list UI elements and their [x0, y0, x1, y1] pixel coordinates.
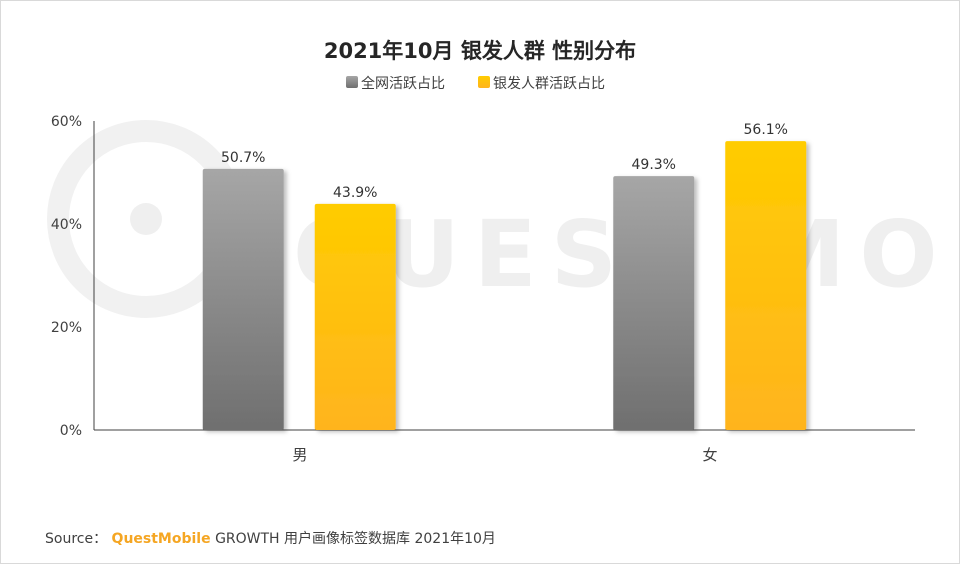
y-tick-label: 20%	[51, 320, 82, 336]
legend-swatch-1	[478, 76, 490, 88]
legend: 全网活跃占比 银发人群活跃占比	[346, 75, 605, 92]
source-text: GROWTH 用户画像标签数据库 2021年10月	[215, 531, 496, 547]
bar-all-network-1	[613, 176, 694, 430]
chart-title: 2021年10月 银发人群 性别分布	[324, 39, 636, 63]
y-tick-label: 0%	[60, 423, 82, 439]
y-tick-label: 60%	[51, 114, 82, 130]
watermark: QUEST MOBILE	[58, 131, 959, 308]
y-tick-label: 40%	[51, 217, 82, 233]
data-label: 49.3%	[632, 157, 676, 173]
category-label-female: 女	[702, 446, 717, 464]
source-prefix: Source：	[45, 531, 107, 547]
watermark-logo-dot	[130, 203, 162, 235]
data-label: 56.1%	[744, 122, 788, 138]
category-label-male: 男	[292, 446, 307, 464]
legend-label-0: 全网活跃占比	[361, 75, 445, 92]
bar-all-network-0	[203, 169, 284, 430]
bar-silver-1	[725, 141, 806, 430]
data-labels-group: 50.7% 43.9% 49.3% 56.1%	[221, 122, 788, 201]
data-label: 43.9%	[333, 185, 377, 201]
source-brand: QuestMobile	[112, 531, 211, 547]
x-categories: 男 女	[292, 446, 717, 464]
source-note: Source： QuestMobile GROWTH 用户画像标签数据库 202…	[45, 528, 496, 548]
bar-silver-0	[315, 204, 396, 430]
data-label: 50.7%	[221, 150, 265, 166]
legend-swatch-0	[346, 76, 358, 88]
legend-label-1: 银发人群活跃占比	[493, 76, 605, 92]
